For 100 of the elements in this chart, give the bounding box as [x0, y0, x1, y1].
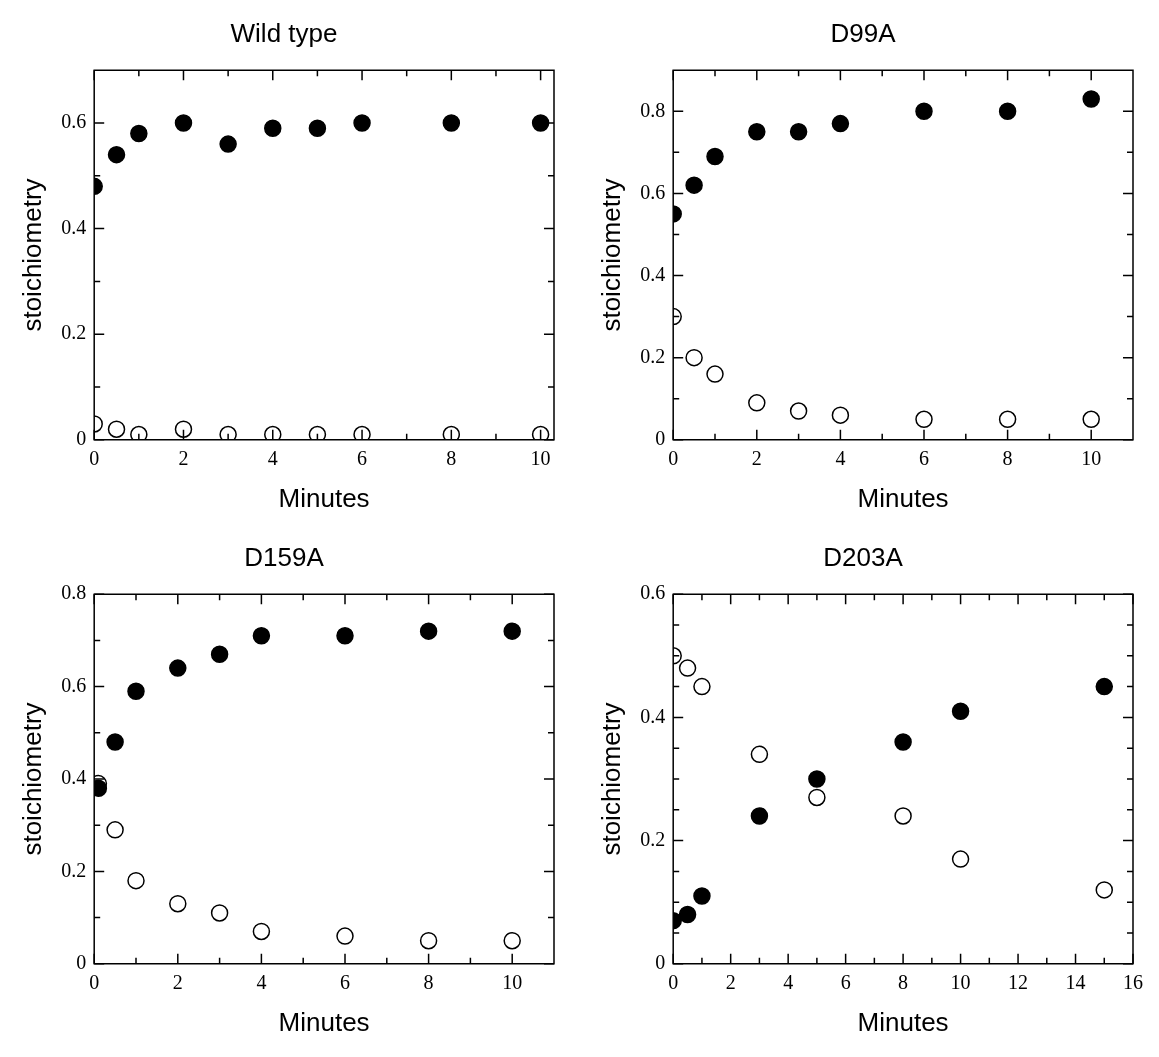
x-tick-label: 16 — [1123, 971, 1143, 994]
x-tick-label: 10 — [1081, 447, 1102, 470]
point — [693, 677, 711, 696]
y-tick-label: 0.8 — [61, 581, 87, 604]
y-tick-label: 0.4 — [61, 766, 87, 789]
point — [210, 645, 229, 664]
x-tick-label: 6 — [840, 971, 851, 994]
chart-title: Wild type — [230, 17, 338, 48]
y-tick-label: 0.6 — [640, 180, 666, 203]
point — [353, 114, 371, 132]
x-tick-label: 2 — [751, 447, 762, 470]
point — [706, 147, 724, 166]
y-tick-label: 0.6 — [61, 110, 87, 133]
y-tick-label: 0.4 — [640, 704, 666, 727]
point — [210, 904, 229, 922]
x-tick-label: 2 — [172, 971, 183, 994]
point — [127, 682, 145, 700]
y-tick-label: 0 — [76, 427, 87, 450]
chart-title: D159A — [244, 541, 325, 572]
x-tick-label: 10 — [950, 971, 971, 994]
point — [951, 850, 970, 868]
point — [419, 931, 438, 950]
point — [706, 365, 724, 383]
x-tick-label: 8 — [898, 971, 909, 994]
point — [998, 102, 1017, 121]
x-tick-label: 10 — [502, 971, 523, 994]
point — [831, 406, 850, 424]
x-tick-label: 4 — [267, 447, 278, 470]
point — [915, 410, 933, 429]
point — [353, 425, 371, 440]
point — [685, 176, 703, 194]
y-tick-label: 0.6 — [61, 673, 87, 696]
point — [503, 931, 521, 950]
x-axis-title: Minutes — [857, 1006, 949, 1037]
x-tick-label: 10 — [530, 447, 551, 470]
point — [107, 145, 126, 164]
x-tick-label: 2 — [178, 447, 189, 470]
point — [169, 659, 187, 677]
point — [789, 123, 808, 141]
point — [678, 905, 697, 924]
point — [336, 627, 354, 645]
x-tick-label: 8 — [423, 971, 434, 994]
point — [750, 745, 769, 764]
point — [1095, 677, 1114, 696]
point — [808, 788, 826, 807]
point — [130, 425, 148, 440]
x-tick-label: 6 — [340, 971, 350, 994]
x-axis-title: Minutes — [278, 1006, 370, 1037]
y-axis-title: stoichiometry — [595, 702, 626, 856]
point — [678, 659, 697, 677]
y-tick-label: 0.8 — [640, 98, 666, 121]
y-tick-label: 0.4 — [61, 215, 87, 238]
point — [308, 425, 327, 440]
x-tick-label: 4 — [835, 447, 846, 470]
x-tick-label: 2 — [725, 971, 736, 994]
point — [169, 894, 187, 913]
y-axis-title: stoichiometry — [16, 702, 47, 856]
chart-title: D99A — [830, 17, 897, 48]
point — [951, 702, 970, 720]
y-tick-label: 0.2 — [61, 321, 87, 344]
point — [693, 887, 711, 905]
y-tick-label: 0 — [655, 951, 666, 974]
point — [264, 425, 282, 440]
y-tick-label: 0 — [76, 951, 87, 974]
point — [264, 119, 282, 138]
point — [252, 627, 271, 645]
x-tick-label: 4 — [783, 971, 794, 994]
y-axis-title: stoichiometry — [16, 178, 47, 332]
y-tick-label: 0.2 — [640, 827, 666, 850]
point — [1082, 90, 1100, 108]
x-tick-label: 6 — [919, 447, 929, 470]
point — [685, 348, 703, 367]
y-tick-label: 0.2 — [61, 858, 87, 881]
point — [130, 124, 148, 143]
y-axis-title: stoichiometry — [595, 178, 626, 332]
point — [1095, 881, 1114, 899]
point — [503, 622, 521, 640]
y-tick-label: 0 — [655, 427, 666, 450]
point — [174, 114, 193, 132]
x-tick-label: 8 — [1002, 447, 1013, 470]
point — [174, 420, 193, 438]
point — [750, 807, 769, 825]
point — [107, 420, 126, 438]
point — [748, 394, 766, 412]
point — [531, 114, 550, 132]
y-tick-label: 0.6 — [640, 581, 666, 604]
point — [442, 425, 461, 440]
point — [252, 922, 271, 941]
point — [442, 114, 461, 132]
point — [1082, 410, 1100, 429]
point — [219, 425, 237, 440]
point — [789, 402, 808, 420]
point — [106, 733, 124, 751]
point — [915, 102, 933, 121]
point — [894, 807, 912, 825]
point — [894, 733, 912, 751]
point — [998, 410, 1017, 429]
point — [219, 135, 237, 153]
x-tick-label: 14 — [1065, 971, 1086, 994]
x-tick-label: 4 — [256, 971, 267, 994]
